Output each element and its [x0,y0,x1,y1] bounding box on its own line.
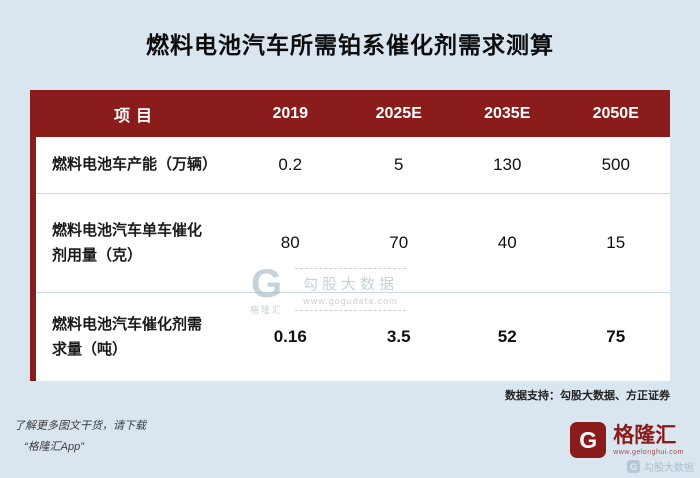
table-row: 燃料电池车产能（万辆） 0.2 5 130 500 [36,137,670,193]
promo-text: 了解更多图文干货，请下载 “格隆汇App” [14,416,146,458]
header-cell-project: 项目 [113,107,158,125]
header-cell-2025e: 2025E [375,104,422,122]
logo-url: www.gelonghui.com [613,448,684,456]
row-label: 燃料电池汽车单车催化剂用量（克） [52,221,203,265]
table-header-row: 项目 2019 2025E 2035E 2050E [36,90,670,137]
demand-table: 项目 2019 2025E 2035E 2050E 燃料电池车产能（万辆） 0.… [30,90,670,381]
gelonghui-logo-icon: G [570,422,607,458]
cell-value: 80 [280,233,300,252]
cell-value: 15 [606,233,626,252]
cell-value: 40 [497,233,517,252]
table-row: 燃料电池汽车催化剂需求量（吨） 0.16 3.5 52 75 [36,292,670,381]
cell-value: 0.16 [273,327,307,346]
gelonghui-logo: G 格隆汇 www.gelonghui.com [570,422,684,458]
header-cell-2035e: 2035E [484,104,531,122]
cell-value: 70 [389,233,409,252]
cell-value: 500 [601,155,630,174]
promo-line-1: 了解更多图文干货，请下载 [14,420,146,432]
row-label: 燃料电池汽车催化剂需求量（吨） [52,315,203,359]
cell-value: 5 [394,155,404,174]
header-cell-2019: 2019 [272,104,309,122]
gogudata-corner-watermark: G 勾股大数据 [627,459,694,474]
cell-value: 52 [497,327,517,346]
cell-value: 130 [493,155,522,174]
data-support-note: 数据支持：勾股大数据、方正证券 [505,390,670,402]
header-cell-2050e: 2050E [592,104,639,122]
logo-brand-name: 格隆汇 [613,424,677,448]
table-row: 燃料电池汽车单车催化剂用量（克） 80 70 40 15 [36,193,670,292]
promo-line-2: “格隆汇App” [24,440,84,453]
cell-value: 75 [606,327,626,346]
cell-value: 0.2 [278,155,303,174]
row-label: 燃料电池车产能（万辆） [52,156,218,174]
page-title: 燃料电池汽车所需铂系催化剂需求测算 [146,32,554,58]
table-body: 燃料电池车产能（万辆） 0.2 5 130 500 燃料电池汽车单车催化剂用量（… [36,137,670,381]
cell-value: 3.5 [386,327,411,346]
gogudata-logo-icon: G [627,460,640,473]
corner-watermark-label: 勾股大数据 [644,463,694,474]
